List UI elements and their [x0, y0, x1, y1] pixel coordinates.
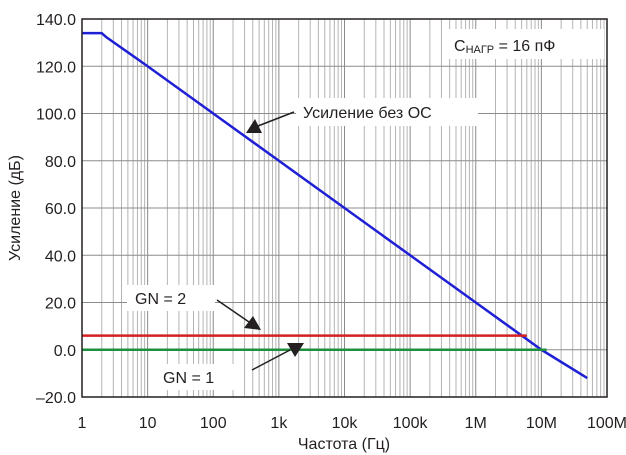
x-axis-title: Частота (Гц)	[298, 436, 390, 453]
open-loop-label: Усиление без ОС	[303, 105, 432, 122]
y-tick-label: 0.0	[54, 343, 76, 360]
gn2-arrow-shaft	[216, 299, 250, 323]
plot-frame	[81, 18, 608, 398]
gn1-label: GN = 1	[163, 370, 214, 387]
open-loop-arrow-shaft	[257, 111, 295, 127]
gn2-label-bg	[127, 285, 215, 311]
x-tick-label: 1	[78, 415, 87, 432]
series-layer	[82, 31, 588, 380]
y-tick-label: 60.0	[45, 201, 76, 218]
y-tick-label: –20.0	[36, 390, 76, 407]
x-tick-labels: 1 10 100 1k 10k 100k 1M 10M 100M	[78, 415, 626, 432]
gn1-arrow-shaft	[251, 349, 291, 371]
x-tick-label: 100	[200, 415, 227, 432]
condition-label-bg	[444, 29, 604, 59]
y-tick-label: 100.0	[36, 107, 76, 124]
y-tick-label: 140.0	[36, 12, 76, 29]
gn2-arrow-head	[244, 316, 261, 330]
y-tick-label: 20.0	[45, 296, 76, 313]
x-tick-label: 10k	[332, 415, 359, 432]
y-tick-label: 80.0	[45, 154, 76, 171]
x-tick-label: 1M	[465, 415, 487, 432]
condition-label: CНАГР = 16 пФ	[454, 38, 555, 56]
open-loop-label-bg	[296, 98, 478, 126]
x-tick-label: 10M	[526, 415, 557, 432]
annotation-arrows	[216, 111, 304, 371]
x-tick-label: 100M	[587, 415, 626, 432]
y-axis-title: Усиление (дБ)	[7, 155, 24, 261]
gn2-label: GN = 2	[135, 291, 186, 308]
y-tick-label: 40.0	[45, 248, 76, 265]
x-tick-label: 100k	[393, 415, 429, 432]
gn1-label-bg	[155, 364, 243, 390]
y-tick-label: 120.0	[36, 59, 76, 76]
x-tick-label: 1k	[270, 415, 288, 432]
x-tick-label: 10	[139, 415, 157, 432]
y-tick-labels: 140.0 120.0 100.0 80.0 60.0 40.0 20.0 0.0 –20.0	[36, 12, 76, 407]
open-loop-arrow-head	[246, 119, 262, 133]
gn1-arrow-head	[287, 343, 304, 357]
series-line-1	[82, 31, 588, 380]
